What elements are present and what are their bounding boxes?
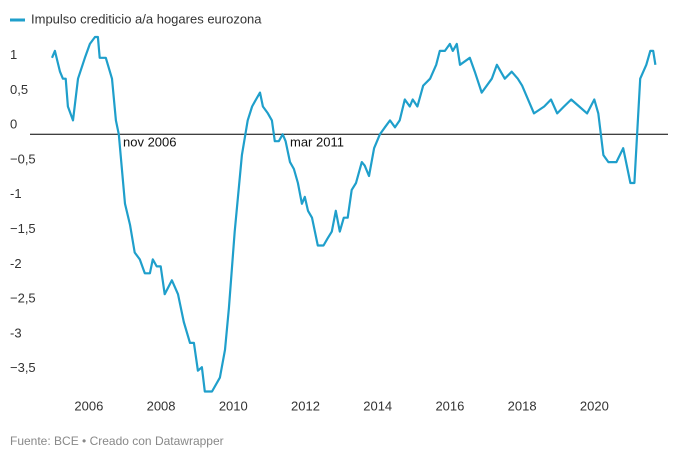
x-tick-label: 2008 — [147, 398, 176, 413]
y-tick-label: -2 — [10, 256, 22, 271]
y-tick-label: 0,5 — [10, 82, 28, 97]
legend-label: Impulso crediticio a/a hogares eurozona — [31, 11, 262, 26]
x-tick-label: 2016 — [435, 398, 464, 413]
source: Fuente: BCE • Creado con Datawrapper — [10, 434, 224, 448]
x-tick-label: 2018 — [508, 398, 537, 413]
annotation: mar 2011 — [290, 134, 344, 149]
y-tick-label: −1,5 — [10, 221, 36, 236]
y-tick-label: 1 — [10, 47, 17, 62]
y-tick-label: 0 — [10, 117, 17, 132]
y-tick-label: -1 — [10, 186, 22, 201]
x-tick-label: 2010 — [219, 398, 248, 413]
y-tick-label: −3,5 — [10, 360, 36, 375]
y-tick-label: −0,5 — [10, 151, 36, 166]
x-tick-label: 2012 — [291, 398, 320, 413]
x-tick-label: 2020 — [580, 398, 609, 413]
x-tick-label: 2006 — [74, 398, 103, 413]
annotation: nov 2006 — [123, 134, 177, 149]
data-line — [50, 35, 657, 393]
x-tick-label: 2014 — [363, 398, 392, 413]
y-tick-label: -3 — [10, 325, 22, 340]
y-tick-label: −2,5 — [10, 291, 36, 306]
